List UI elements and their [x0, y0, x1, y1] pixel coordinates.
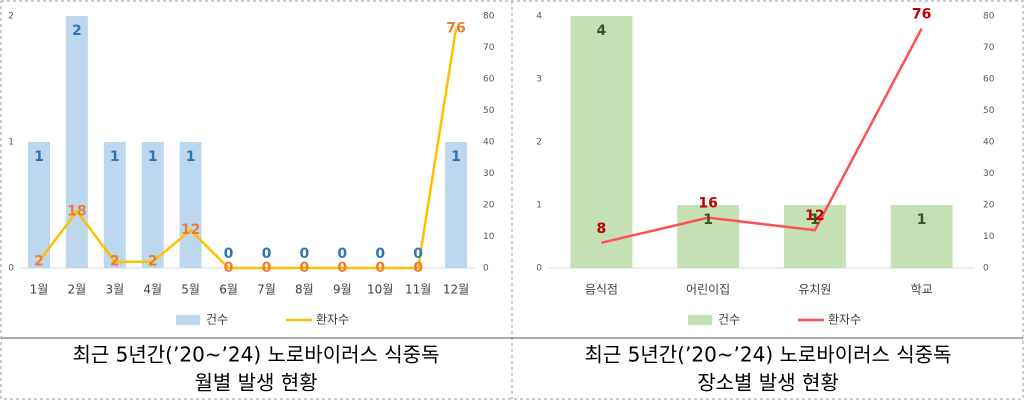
x-tick-label: 1월 — [30, 283, 49, 297]
y-tick-label: 3 — [536, 75, 542, 85]
data-label: 1 — [917, 212, 927, 228]
x-tick-label: 9월 — [333, 283, 352, 297]
legend-swatch — [688, 315, 712, 325]
data-label: 0 — [375, 246, 385, 262]
y2-tick-label: 30 — [983, 169, 995, 179]
y2-tick-label: 20 — [983, 201, 995, 211]
y-tick-label: 0 — [536, 264, 542, 274]
x-tick-label: 어린이집 — [686, 283, 730, 297]
x-tick-label: 3월 — [105, 283, 124, 297]
x-tick-label: 8월 — [295, 283, 314, 297]
legend-label: 건수 — [206, 313, 228, 327]
data-label: 12 — [181, 222, 200, 238]
data-label: 76 — [446, 21, 465, 37]
data-label: 0 — [337, 246, 347, 262]
x-tick-label: 2월 — [68, 283, 87, 297]
bar — [141, 142, 164, 268]
x-tick-label: 6월 — [219, 283, 238, 297]
y2-tick-label: 30 — [483, 169, 495, 179]
y2-tick-label: 10 — [983, 232, 995, 242]
legend-label: 건수 — [718, 313, 740, 327]
y2-tick-label: 60 — [983, 75, 995, 85]
y-tick-label: 1 — [536, 201, 542, 211]
caption: 월별 발생 현황 — [194, 371, 317, 395]
x-tick-label: 7월 — [257, 283, 276, 297]
bar — [27, 142, 50, 268]
y2-tick-label: 0 — [483, 264, 489, 274]
data-label: 12 — [805, 208, 824, 224]
x-tick-label: 4월 — [143, 283, 162, 297]
y2-tick-label: 50 — [483, 106, 495, 116]
y2-tick-label: 80 — [983, 12, 995, 22]
y2-tick-label: 70 — [483, 43, 495, 53]
bar — [65, 16, 88, 268]
data-label: 0 — [413, 260, 423, 276]
y2-tick-label: 60 — [483, 75, 495, 85]
x-tick-label: 유치원 — [798, 283, 831, 297]
line — [37, 28, 458, 270]
y-tick-label: 0 — [8, 264, 14, 274]
data-label: 18 — [67, 203, 86, 219]
data-label: 1 — [34, 149, 44, 165]
bar — [677, 205, 740, 268]
x-tick-label: 음식점 — [585, 283, 618, 297]
data-label: 1 — [186, 149, 196, 165]
y2-tick-label: 40 — [483, 138, 495, 148]
x-tick-label: 11월 — [405, 283, 431, 297]
data-label: 0 — [337, 260, 347, 276]
data-label: 0 — [413, 246, 423, 262]
caption: 최근 5년간(’20~’24) 노로바이러스 식중독 — [585, 343, 952, 367]
data-label: 0 — [262, 246, 272, 262]
data-label: 0 — [375, 260, 385, 276]
data-label: 0 — [224, 246, 234, 262]
y2-tick-label: 0 — [983, 264, 989, 274]
data-label: 1 — [703, 212, 713, 228]
data-label: 0 — [300, 260, 310, 276]
data-label: 2 — [110, 254, 120, 270]
data-label: 8 — [597, 221, 607, 237]
y2-tick-label: 70 — [983, 43, 995, 53]
y2-tick-label: 10 — [483, 232, 495, 242]
legend-swatch — [176, 315, 200, 325]
data-label: 0 — [262, 260, 272, 276]
caption: 장소별 발생 현황 — [697, 371, 839, 395]
bar — [103, 142, 126, 268]
data-label: 2 — [72, 23, 82, 39]
legend-label: 환자수 — [316, 313, 349, 327]
data-label: 76 — [912, 7, 931, 23]
data-label: 1 — [110, 149, 120, 165]
data-label: 2 — [148, 254, 158, 270]
bar — [890, 205, 953, 268]
data-label: 1 — [148, 149, 158, 165]
x-tick-label: 5월 — [181, 283, 200, 297]
x-tick-label: 학교 — [911, 283, 933, 297]
data-label: 1 — [810, 212, 820, 228]
y2-tick-label: 40 — [983, 138, 995, 148]
data-label: 2 — [34, 254, 44, 270]
y2-tick-label: 80 — [483, 12, 495, 22]
y-tick-label: 1 — [8, 138, 14, 148]
x-tick-label: 10월 — [367, 283, 393, 297]
line — [601, 28, 923, 245]
caption: 최근 5년간(’20~’24) 노로바이러스 식중독 — [73, 343, 440, 367]
legend-label: 환자수 — [828, 313, 861, 327]
y2-tick-label: 20 — [483, 201, 495, 211]
y-tick-label: 2 — [8, 12, 14, 22]
data-label: 1 — [451, 149, 461, 165]
y-tick-label: 2 — [536, 138, 542, 148]
y-tick-label: 4 — [536, 12, 542, 22]
y2-tick-label: 50 — [983, 106, 995, 116]
data-label: 0 — [300, 246, 310, 262]
bar — [445, 142, 468, 268]
bar — [570, 16, 633, 268]
bar — [783, 205, 846, 268]
x-tick-label: 12월 — [443, 283, 469, 297]
data-label: 0 — [224, 260, 234, 276]
data-label: 16 — [698, 196, 717, 212]
data-label: 4 — [597, 23, 607, 39]
